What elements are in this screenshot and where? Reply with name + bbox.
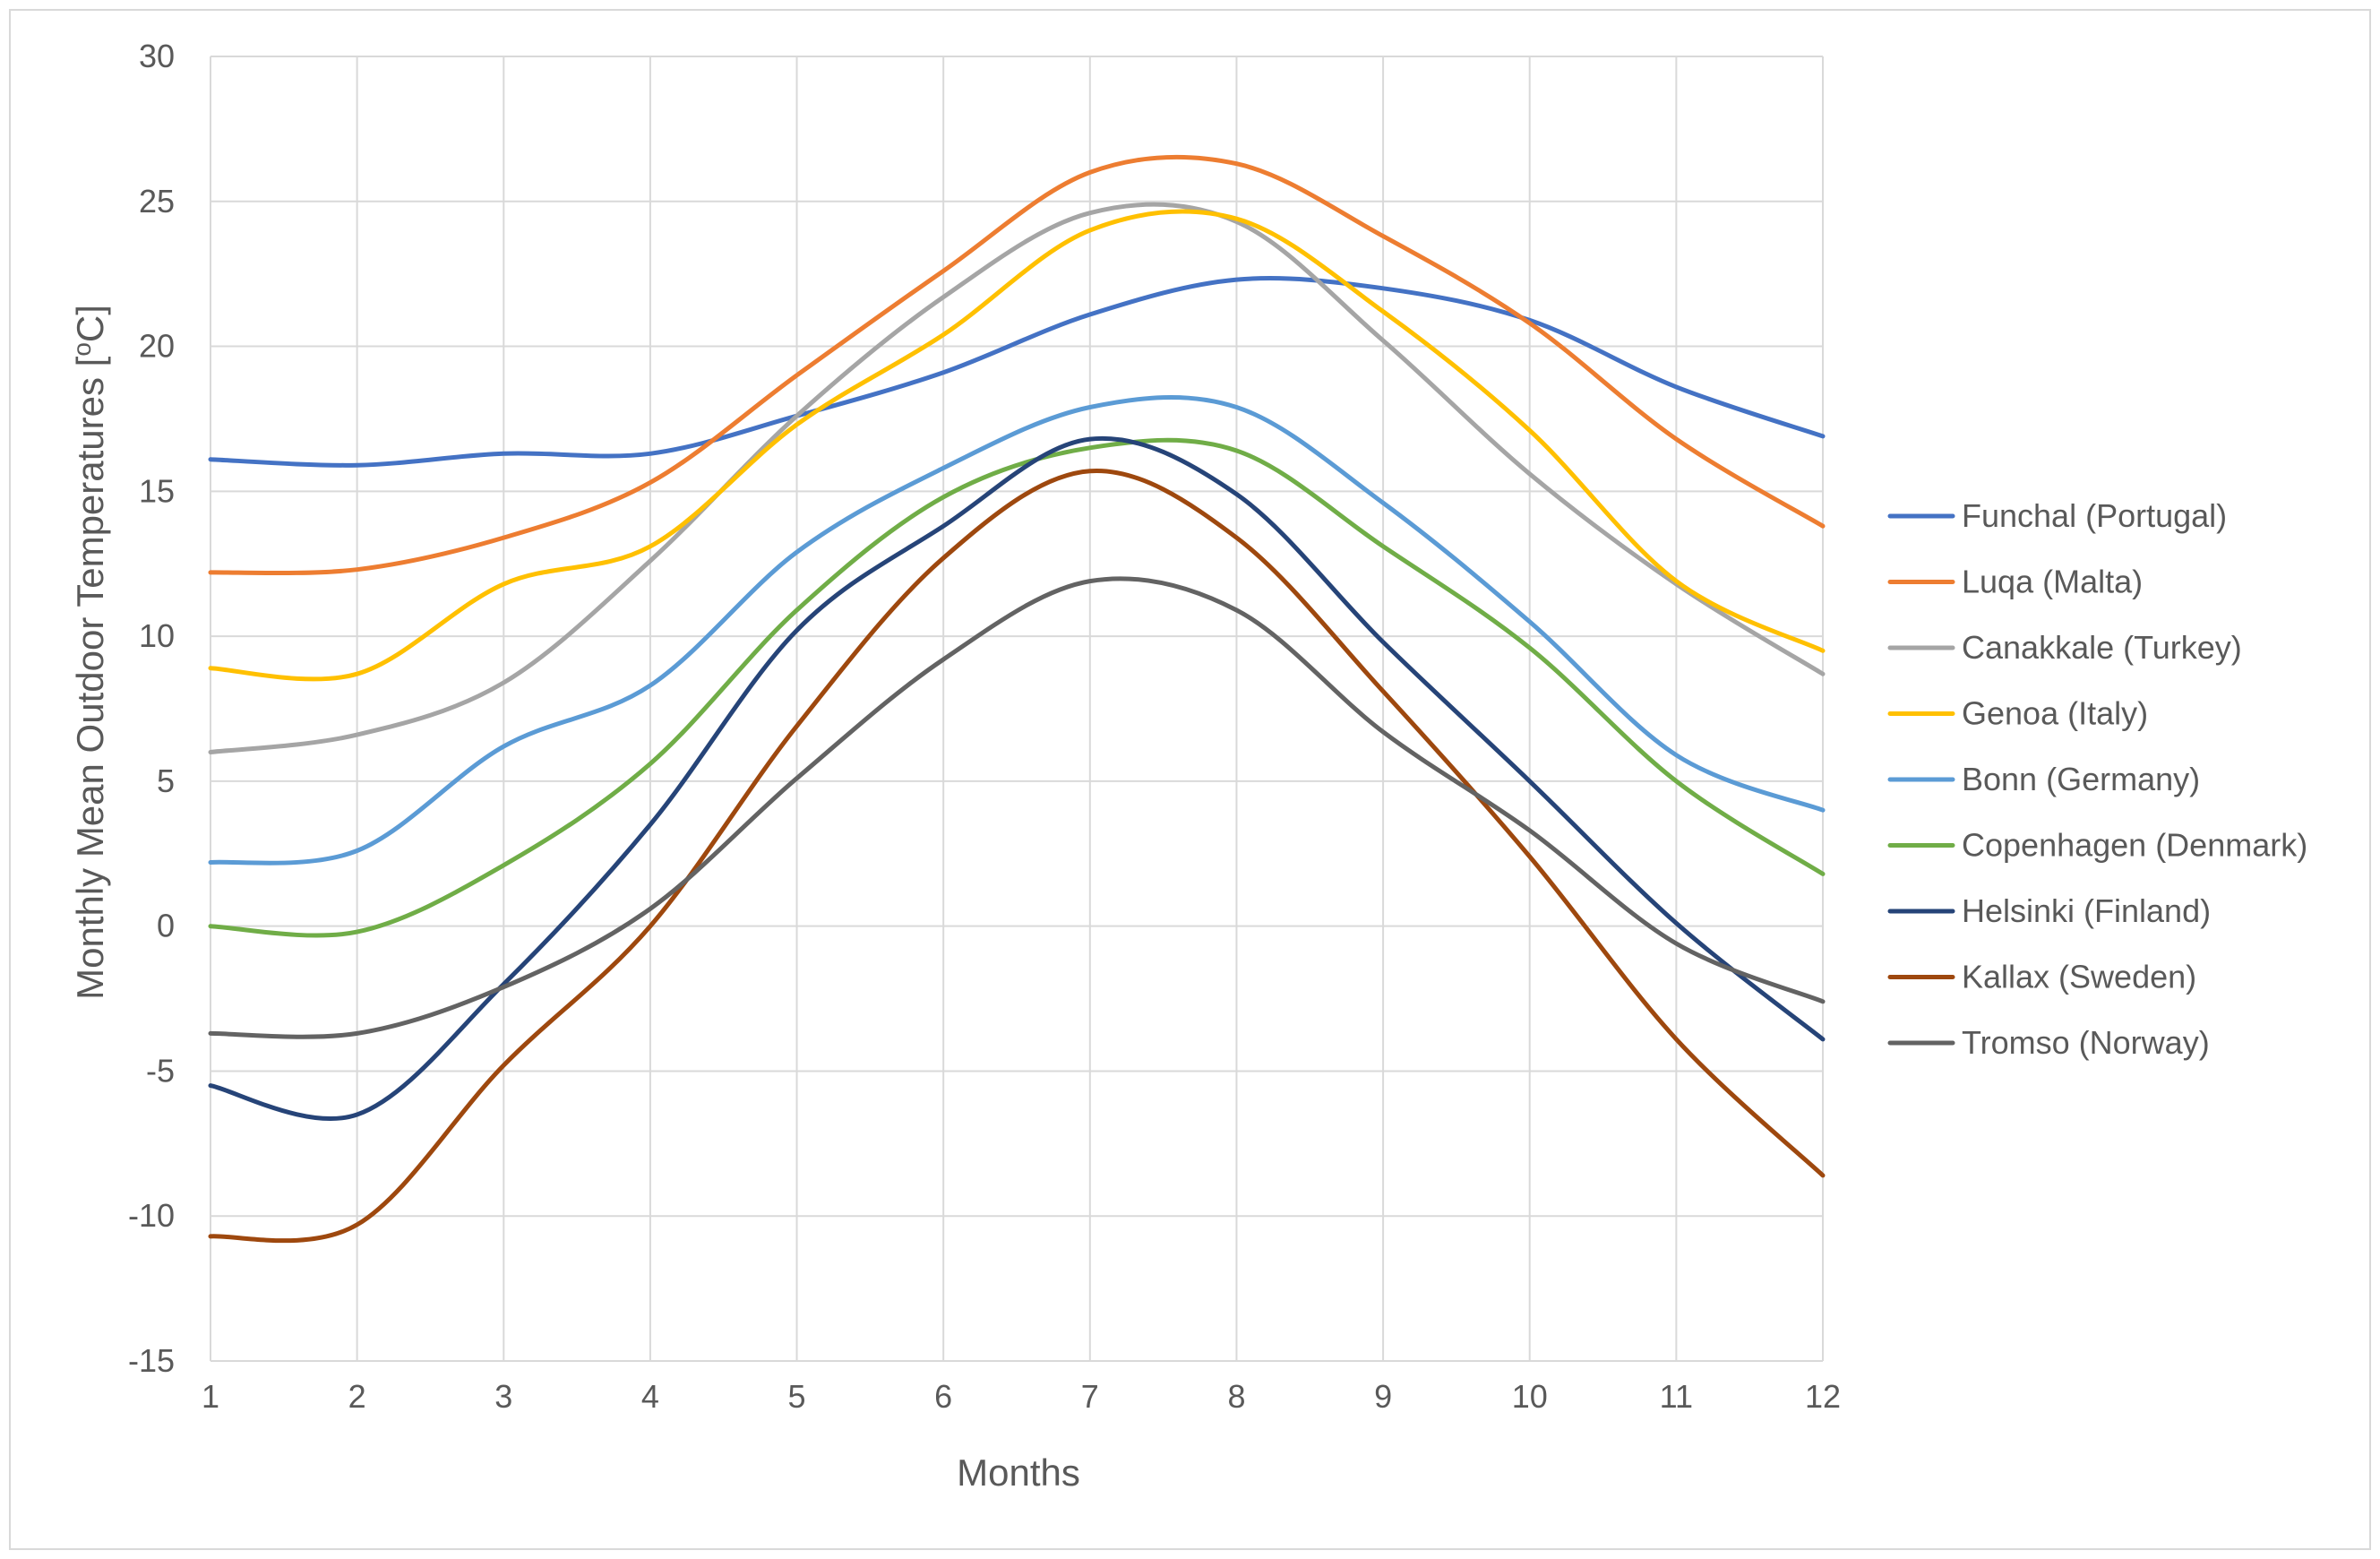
y-axis-title: Monthly Mean Outdoor Temperatures [oC] bbox=[68, 305, 111, 1000]
x-tick-label: 6 bbox=[934, 1378, 952, 1415]
y-tick-label: 10 bbox=[139, 617, 175, 654]
x-tick-label: 7 bbox=[1081, 1378, 1099, 1415]
y-axis-title-unit: C] bbox=[69, 305, 111, 342]
chart-frame bbox=[9, 9, 2371, 1550]
y-tick-label: 15 bbox=[139, 472, 175, 509]
series-lines bbox=[208, 154, 1826, 1244]
x-tick-label: 3 bbox=[494, 1378, 512, 1415]
legend-label-funchal: Funchal (Portugal) bbox=[1962, 497, 2227, 534]
y-axis-title-superscript: o bbox=[68, 342, 96, 357]
series-line-canakkale bbox=[208, 202, 1826, 754]
legend: Funchal (Portugal) Luqa (Malta) Canakkale … bbox=[1887, 497, 2307, 1061]
series-line-helsinki bbox=[208, 435, 1826, 1121]
x-tick-label: 2 bbox=[348, 1378, 366, 1415]
y-tick-label: 0 bbox=[157, 908, 175, 944]
x-tick-label: 1 bbox=[202, 1378, 219, 1415]
legend-label-genoa: Genoa (Italy) bbox=[1962, 695, 2148, 732]
series-line-funchal bbox=[208, 276, 1826, 468]
series-line-kallax bbox=[208, 469, 1826, 1244]
x-tick-label: 9 bbox=[1374, 1378, 1392, 1415]
legend-label-tromso: Tromso (Norway) bbox=[1962, 1024, 2210, 1061]
legend-label-kallax: Kallax (Sweden) bbox=[1962, 959, 2196, 995]
y-axis-title-main: Monthly Mean Outdoor Temperatures [ bbox=[69, 356, 111, 1000]
y-tick-label: -5 bbox=[146, 1052, 175, 1089]
legend-label-luqa: Luqa (Malta) bbox=[1962, 564, 2143, 600]
y-tick-label: 25 bbox=[139, 183, 175, 220]
y-tick-label: 20 bbox=[139, 328, 175, 365]
series-line-copenhagen bbox=[208, 437, 1826, 938]
legend-label-bonn: Bonn (Germany) bbox=[1962, 761, 2200, 797]
x-tick-label: 5 bbox=[788, 1378, 806, 1415]
x-tick-label: 4 bbox=[641, 1378, 659, 1415]
x-axis-title: Months bbox=[957, 1451, 1080, 1494]
x-tick-labels: 1 2 3 4 5 6 7 8 9 10 11 12 bbox=[202, 1378, 1841, 1415]
legend-label-canakkale: Canakkale (Turkey) bbox=[1962, 629, 2242, 666]
y-tick-label: 5 bbox=[157, 762, 175, 799]
legend-label-copenhagen: Copenhagen (Denmark) bbox=[1962, 827, 2307, 864]
y-tick-label: 30 bbox=[139, 38, 175, 74]
vertical-gridlines bbox=[210, 56, 1824, 1361]
x-tick-label: 8 bbox=[1227, 1378, 1245, 1415]
legend-label-helsinki: Helsinki (Finland) bbox=[1962, 892, 2211, 929]
series-line-tromso bbox=[208, 576, 1826, 1039]
series-line-bonn bbox=[208, 394, 1826, 866]
series-line-genoa bbox=[208, 209, 1826, 682]
series-line-luqa bbox=[208, 154, 1826, 576]
y-tick-label: -10 bbox=[128, 1197, 175, 1234]
x-tick-label: 11 bbox=[1660, 1378, 1693, 1415]
x-tick-label: 10 bbox=[1512, 1378, 1548, 1415]
y-tick-labels: -15 -10 -5 0 5 10 15 20 25 30 bbox=[128, 38, 175, 1379]
x-tick-label: 12 bbox=[1805, 1378, 1841, 1415]
y-tick-label: -15 bbox=[128, 1342, 175, 1379]
